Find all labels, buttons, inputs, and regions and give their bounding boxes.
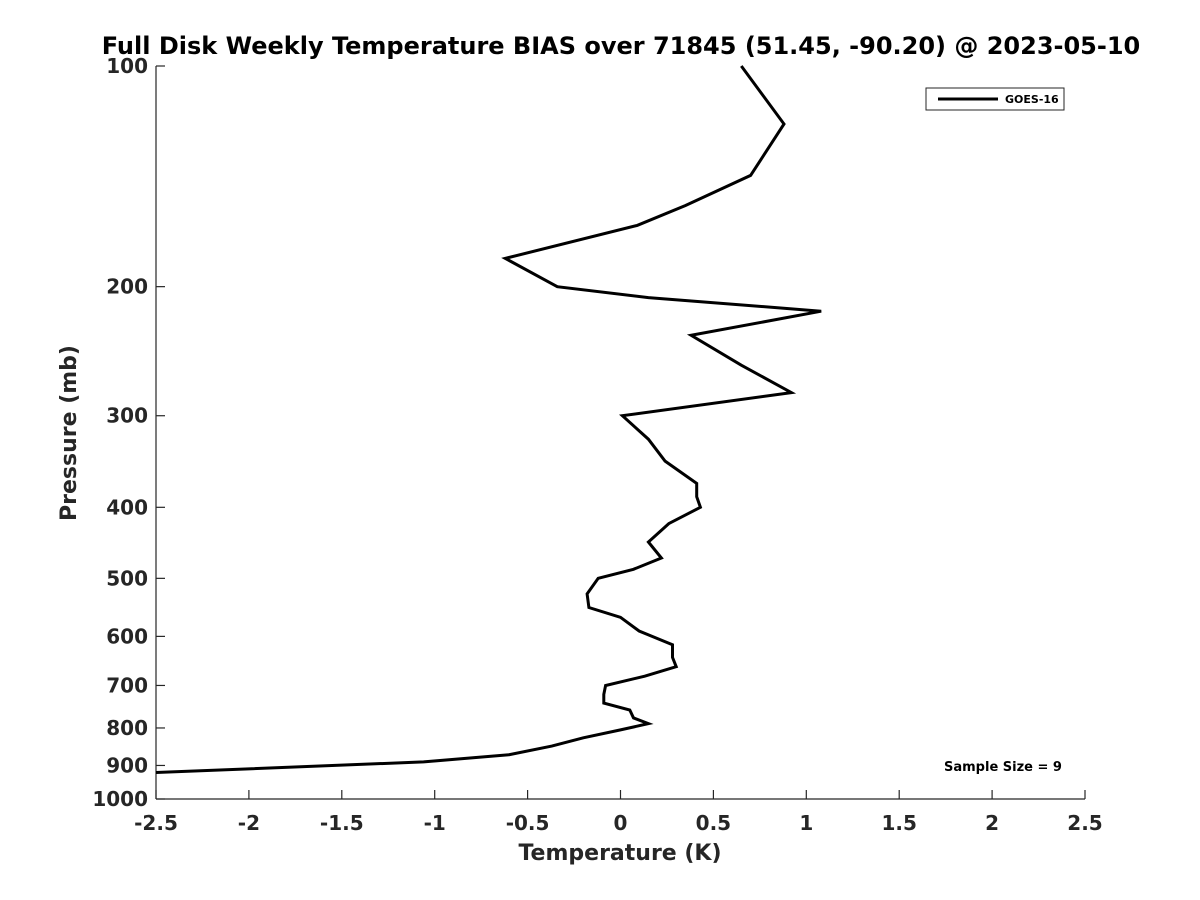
- y-tick-label: 1000: [92, 787, 148, 811]
- x-tick-label: 1: [799, 811, 813, 835]
- y-tick-label: 400: [106, 495, 148, 519]
- y-axis-label: Pressure (mb): [57, 345, 82, 521]
- x-tick-label: 2: [985, 811, 999, 835]
- x-tick-label: -1.5: [320, 811, 364, 835]
- y-tick-label: 800: [106, 716, 148, 740]
- y-tick-label: 900: [106, 753, 148, 777]
- legend: GOES-16: [925, 87, 1065, 111]
- x-tick-label: 0: [614, 811, 628, 835]
- y-tick-label: 600: [106, 624, 148, 648]
- x-tick-label: 1.5: [881, 811, 916, 835]
- y-tick-label: 700: [106, 673, 148, 697]
- x-tick-label: -0.5: [506, 811, 550, 835]
- x-tick-label: 0.5: [696, 811, 731, 835]
- y-tick-label: 100: [106, 54, 148, 78]
- x-tick-label: 2.5: [1067, 811, 1102, 835]
- series-line-goes-16: [155, 65, 822, 774]
- x-tick-label: -2: [238, 811, 260, 835]
- y-tick-label: 500: [106, 566, 148, 590]
- y-axis-ticks: 100 200 300 400 500 600 700 800 900 1000: [92, 54, 165, 811]
- x-tick-label: -2.5: [134, 811, 178, 835]
- plot-area: [155, 66, 1085, 800]
- x-axis-label: Temperature (K): [518, 841, 721, 866]
- y-tick-label: 200: [106, 275, 148, 299]
- y-tick-label: 300: [106, 404, 148, 428]
- x-tick-label: -1: [424, 811, 446, 835]
- x-axis-ticks: -2.5 -2 -1.5 -1 -0.5 0 0.5 1 1.5 2 2.5: [134, 790, 1103, 835]
- chart-title: Full Disk Weekly Temperature BIAS over 7…: [102, 32, 1141, 60]
- series-layer: [155, 65, 822, 774]
- legend-label: GOES-16: [1005, 93, 1059, 106]
- sample-size-annotation: Sample Size = 9: [944, 760, 1062, 775]
